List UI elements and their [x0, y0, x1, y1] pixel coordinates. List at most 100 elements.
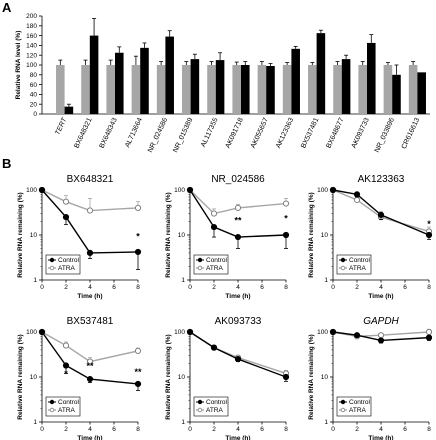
- series-line-control: [332, 331, 430, 342]
- y-tick-label: 100: [26, 329, 37, 336]
- y-tick-label: 1: [33, 277, 37, 284]
- data-point-control: [134, 248, 142, 256]
- x-tick-label: 2: [355, 284, 359, 291]
- chart-title: BX537481: [67, 316, 114, 327]
- series-line-control: [332, 189, 430, 236]
- y-tick-label: 40: [30, 92, 38, 99]
- bar-black: [241, 65, 250, 114]
- x-tick-label: 4: [88, 284, 92, 291]
- significance-mark: **: [234, 216, 242, 226]
- x-tick-label: 2: [355, 426, 359, 433]
- x-tick-label: 6: [260, 426, 264, 433]
- data-point-control: [186, 328, 194, 336]
- x-tick-label: 4: [379, 284, 383, 291]
- bar-grey: [56, 65, 65, 114]
- x-tick-label: 4: [236, 426, 240, 433]
- category-label: NR_033896: [374, 117, 396, 154]
- series-line-control: [189, 189, 287, 238]
- y-tick-label: 60: [30, 82, 38, 89]
- x-tick-label: 0: [40, 284, 44, 291]
- x-tick-label: 0: [40, 426, 44, 433]
- legend-label-atra: ATRA: [206, 407, 224, 414]
- bar-grey: [232, 65, 241, 114]
- x-axis-title: Time (h): [225, 293, 250, 300]
- panel-a-label: A: [2, 0, 12, 15]
- x-axis-title: Time (h): [225, 435, 250, 440]
- bar-black: [140, 47, 149, 114]
- y-tick-label: 10: [178, 374, 186, 381]
- y-tick-label: 10: [30, 374, 38, 381]
- data-point-control: [38, 328, 46, 336]
- x-tick-label: 8: [136, 284, 140, 291]
- y-tick-label: 10: [30, 232, 38, 239]
- data-point-control: [377, 211, 385, 218]
- y-tick-label: 1: [33, 419, 37, 426]
- bar-grey: [81, 65, 90, 114]
- y-tick-label: 80: [30, 72, 38, 79]
- y-axis-title: Relative RNA remaining (%): [165, 334, 172, 419]
- y-tick-label: 10: [321, 374, 329, 381]
- line-chart-bx537481: 1 10 100 0 2 4 6 8 Time (h) Relative RNA remainin…: [17, 316, 142, 440]
- legend-marker-control: [49, 399, 55, 405]
- chart-title: AK123363: [358, 174, 405, 185]
- y-tick-label: 1: [324, 419, 328, 426]
- significance-mark: *: [427, 219, 431, 229]
- bar-grey: [333, 65, 342, 114]
- legend-marker-atra: [49, 265, 55, 271]
- x-tick-label: 4: [88, 426, 92, 433]
- legend-marker-control: [340, 399, 346, 405]
- data-point-control: [210, 344, 218, 351]
- y-axis-title: Relative RNA remaining (%): [17, 334, 24, 419]
- data-point-control: [282, 373, 290, 381]
- bar-grey: [131, 65, 141, 114]
- significance-mark: **: [134, 367, 142, 377]
- legend-label-control: Control: [206, 399, 228, 406]
- legend-marker-atra: [197, 407, 203, 413]
- x-axis-title: Time (h): [77, 435, 102, 440]
- chart-title: NR_024586: [211, 174, 265, 185]
- category-label: AK055657: [250, 117, 270, 150]
- line-chart-ak123363: 1 10 100 0 2 4 6 8 Time (h) Relative RNA remainin…: [308, 174, 433, 300]
- bar-grey: [308, 65, 317, 114]
- x-tick-label: 6: [112, 426, 116, 433]
- y-tick-label: 100: [317, 187, 328, 194]
- bar-black: [89, 35, 99, 114]
- data-point-atra: [210, 210, 218, 217]
- data-point-atra: [62, 198, 70, 205]
- data-point-atra: [134, 204, 142, 212]
- data-point-control: [353, 332, 361, 339]
- bar-black: [367, 42, 376, 115]
- data-point-control: [329, 186, 337, 194]
- data-point-control: [210, 223, 218, 231]
- significance-mark: *: [136, 231, 140, 241]
- y-tick-label: 100: [174, 187, 185, 194]
- data-point-atra: [282, 200, 290, 207]
- legend-marker-control: [197, 399, 203, 405]
- bar-black: [190, 59, 200, 114]
- legend-marker-atra: [49, 407, 55, 413]
- legend-label-atra: ATRA: [58, 265, 76, 272]
- data-point-atra: [353, 196, 361, 204]
- data-point-atra: [62, 342, 70, 349]
- y-tick-label: 200: [26, 13, 37, 20]
- line-chart-bx648321: 1 10 100 0 2 4 6 8 Time (h) Relative RNA remainin…: [17, 174, 142, 300]
- bar-grey: [282, 65, 292, 114]
- bar-grey: [358, 65, 367, 114]
- y-axis-title: Relative RNA remaining (%): [17, 192, 24, 277]
- bar-grey: [207, 65, 216, 114]
- chart-title: GAPDH: [363, 316, 399, 327]
- y-tick-label: 10: [321, 232, 329, 239]
- line-chart-nr-024586: 1 10 100 0 2 4 6 8 Time (h) Relative RNA remainin…: [165, 174, 290, 300]
- category-label: AL713664: [124, 117, 144, 149]
- y-tick-label: 180: [26, 23, 37, 30]
- data-point-control: [234, 355, 242, 363]
- data-point-control: [134, 380, 142, 388]
- y-axis-title: Relative RNA remaining (%): [308, 334, 315, 419]
- x-tick-label: 0: [331, 426, 335, 433]
- x-tick-label: 2: [212, 284, 216, 291]
- y-tick-label: 100: [26, 62, 37, 69]
- legend-marker-control: [197, 257, 203, 263]
- x-axis-title: Time (h): [368, 435, 393, 440]
- legend-marker-atra: [197, 265, 203, 271]
